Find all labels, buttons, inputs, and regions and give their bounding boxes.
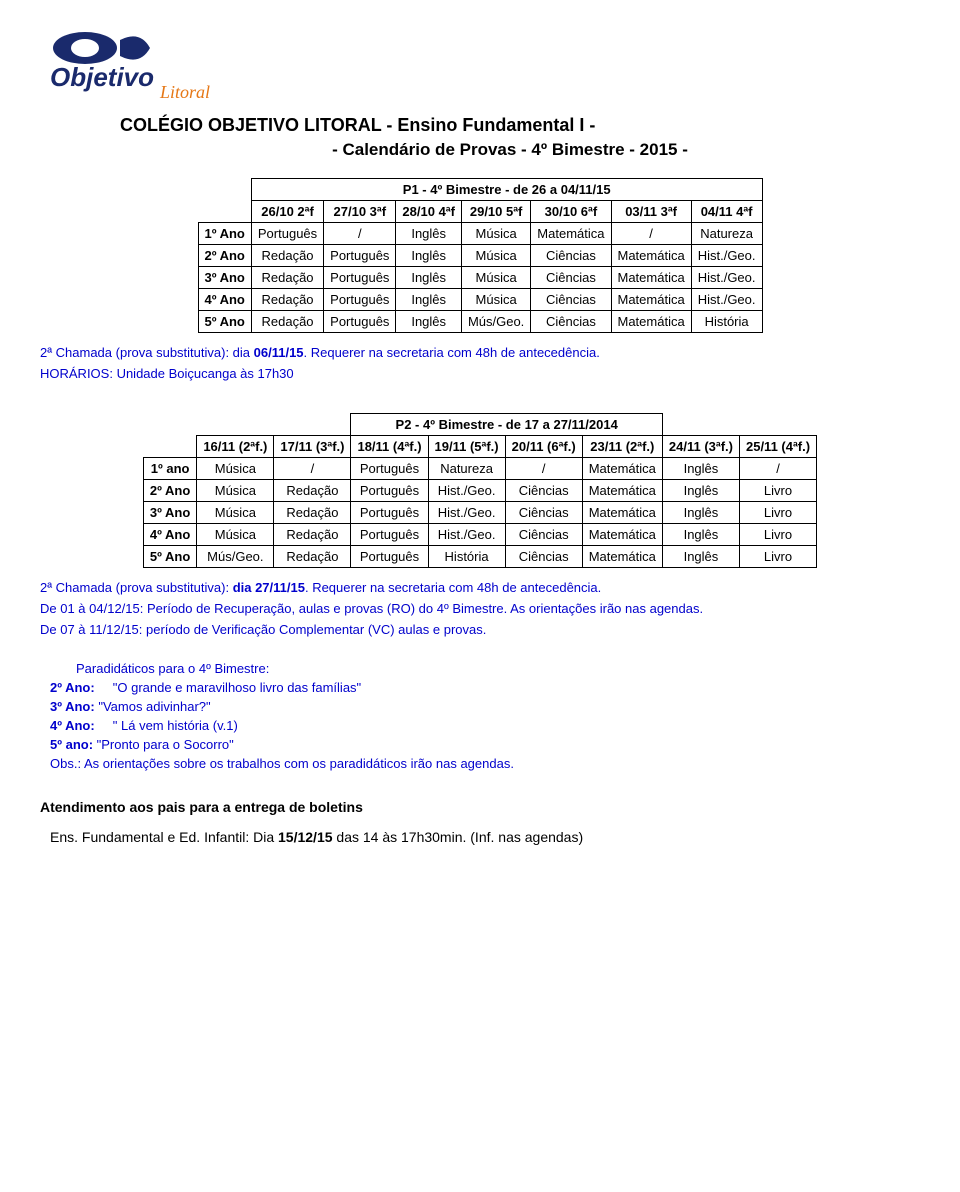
p1-chamada-note: 2ª Chamada (prova substitutiva): dia 06/… [40, 345, 920, 360]
table-row: 1º ano Música / Português Natureza / Mat… [143, 458, 816, 480]
objetivo-logo: Objetivo Litoral [40, 20, 230, 100]
boletins-line: Ens. Fundamental e Ed. Infantil: Dia 15/… [50, 829, 920, 845]
table-row: 3º Ano Música Redação Português Hist./Ge… [143, 502, 816, 524]
table-row: 4º Ano Redação Português Inglês Música C… [198, 289, 762, 311]
table-row: 2º Ano Redação Português Inglês Música C… [198, 245, 762, 267]
paradidaticos-item: 4º Ano: " Lá vem história (v.1) [50, 718, 920, 733]
table-row: 5º Ano Redação Português Inglês Mús/Geo.… [198, 311, 762, 333]
table-row: 5º Ano Mús/Geo. Redação Português Histór… [143, 546, 816, 568]
paradidaticos-item: 5º ano: "Pronto para o Socorro" [50, 737, 920, 752]
table-row: 2º Ano Música Redação Português Hist./Ge… [143, 480, 816, 502]
p1-date-0: 26/10 2ªf [251, 201, 323, 223]
table-row: 1º Ano Português / Inglês Música Matemát… [198, 223, 762, 245]
schedule-table-p1: P1 - 4º Bimestre - de 26 a 04/11/15 26/1… [198, 178, 763, 333]
schedule-table-p2: P2 - 4º Bimestre - de 17 a 27/11/2014 16… [143, 413, 817, 568]
svg-text:Litoral: Litoral [159, 82, 210, 100]
p2-date-row: 16/11 (2ªf.) 17/11 (3ªf.) 18/11 (4ªf.) 1… [143, 436, 816, 458]
p1-date-3: 29/10 5ªf [461, 201, 530, 223]
vc-note: De 07 à 11/12/15: período de Verificação… [40, 622, 920, 637]
logo-area: Objetivo Litoral [40, 20, 920, 105]
table-row: 4º Ano Música Redação Português Hist./Ge… [143, 524, 816, 546]
table-row: 3º Ano Redação Português Inglês Música C… [198, 267, 762, 289]
paradidaticos-obs: Obs.: As orientações sobre os trabalhos … [50, 756, 920, 771]
p2-span-header: P2 - 4º Bimestre - de 17 a 27/11/2014 [351, 414, 662, 436]
p2-chamada-note: 2ª Chamada (prova substitutiva): dia 27/… [40, 580, 920, 595]
page-title: COLÉGIO OBJETIVO LITORAL - Ensino Fundam… [120, 115, 920, 136]
paradidaticos-title: Paradidáticos para o 4º Bimestre: [76, 661, 920, 676]
paradidaticos-item: 2º Ano: "O grande e maravilhoso livro da… [50, 680, 920, 695]
p1-row0-label: 1º Ano [198, 223, 251, 245]
p1-date-4: 30/10 6ªf [531, 201, 611, 223]
boletins-title: Atendimento aos pais para a entrega de b… [40, 799, 920, 815]
p1-date-1: 27/10 3ªf [324, 201, 396, 223]
recup-note: De 01 à 04/12/15: Período de Recuperação… [40, 601, 920, 616]
svg-text:Objetivo: Objetivo [50, 62, 154, 92]
p1-date-6: 04/11 4ªf [691, 201, 762, 223]
p1-date-5: 03/11 3ªf [611, 201, 691, 223]
page-subtitle: - Calendário de Provas - 4º Bimestre - 2… [100, 140, 920, 160]
paradidaticos-item: 3º Ano: "Vamos adivinhar?" [50, 699, 920, 714]
p1-date-2: 28/10 4ªf [396, 201, 462, 223]
p1-date-row: 26/10 2ªf 27/10 3ªf 28/10 4ªf 29/10 5ªf … [198, 201, 762, 223]
p1-horarios-note: HORÁRIOS: Unidade Boiçucanga às 17h30 [40, 366, 920, 381]
p1-span-header: P1 - 4º Bimestre - de 26 a 04/11/15 [251, 179, 762, 201]
